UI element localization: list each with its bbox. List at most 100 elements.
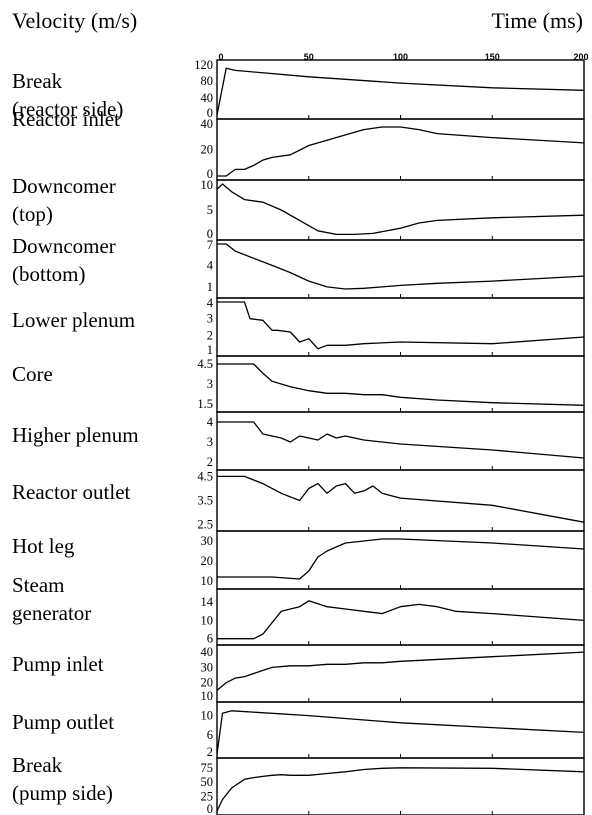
panel-label: (top) xyxy=(12,202,53,226)
panel: Lower plenum 4 3 21 xyxy=(12,296,585,357)
y-tick-label: 3 xyxy=(207,312,213,326)
panel-frame xyxy=(216,530,585,590)
panel-label: Downcomer xyxy=(12,174,116,198)
panel-label: generator xyxy=(12,601,91,625)
y-tick-label: 14 xyxy=(201,595,214,609)
y-tick-label: 2.5 xyxy=(197,518,213,532)
y-tick-label: 7 xyxy=(207,238,213,252)
series-line xyxy=(216,651,585,691)
x-tick-label: 0 xyxy=(218,52,223,62)
y-tick-label: 0 xyxy=(207,106,213,120)
y-tick-label: 20 xyxy=(201,554,214,568)
panel-label: Higher plenum xyxy=(12,423,139,447)
y-tick-label: 50 xyxy=(201,775,214,789)
y-tick-label: 0 xyxy=(207,802,213,815)
panel-label: (bottom) xyxy=(12,262,86,286)
y-tick-label: 3.5 xyxy=(197,494,213,508)
y-tick-label: 2 xyxy=(207,328,213,342)
y-tick-label: 30 xyxy=(201,660,214,674)
panel-frame xyxy=(216,644,585,703)
y-tick-label: 0 xyxy=(207,167,213,181)
panel-label: Core xyxy=(12,362,53,386)
panel-label: Reactor inlet xyxy=(12,107,120,131)
x-axis-header: Time (ms) xyxy=(492,8,583,33)
panel: Core 4.5 3 1.5 xyxy=(12,355,585,413)
y-tick-label: 4 xyxy=(207,415,214,429)
panel: Downcomer (top) 10 5 0 xyxy=(12,174,585,241)
panel-label: Lower plenum xyxy=(12,308,135,332)
x-tick-label: 50 xyxy=(304,52,314,62)
series-line xyxy=(216,710,585,755)
series-line xyxy=(217,421,585,459)
y-tick-label: 4 xyxy=(207,258,214,272)
y-tick-label: 1 xyxy=(207,280,213,294)
panel-label: Steam xyxy=(12,573,65,597)
panel: Hot leg 30 20 10 xyxy=(12,530,585,590)
panel: Reactor inlet 40 20 0 xyxy=(12,107,585,181)
y-tick-label: 40 xyxy=(201,117,214,131)
panel-frame xyxy=(216,118,585,181)
series-line xyxy=(217,363,585,406)
panel-label: Break xyxy=(12,753,63,777)
panel-label: Downcomer xyxy=(12,234,116,258)
series-line xyxy=(216,183,585,236)
panel: Downcomer (bottom) 7 4 1 xyxy=(12,234,585,299)
y-tick-label: 3 xyxy=(207,435,213,449)
y-tick-label: 1.5 xyxy=(197,397,213,411)
y-tick-label: 120 xyxy=(194,58,213,72)
panel-frame xyxy=(216,297,585,357)
y-tick-label: 10 xyxy=(201,689,214,703)
panel: Break (reactor side) 120 80 400 xyxy=(12,58,585,121)
x-tick-label: 150 xyxy=(485,52,500,62)
series-line xyxy=(216,67,585,116)
series-line xyxy=(216,767,585,812)
y-tick-label: 4.5 xyxy=(197,469,213,483)
y-tick-label: 75 xyxy=(201,761,214,775)
y-tick-label: 5 xyxy=(207,203,213,217)
x-tick-label: 100 xyxy=(393,52,408,62)
panel-frame xyxy=(216,59,585,120)
x-tick-label: 200 xyxy=(573,52,588,62)
y-tick-label: 4 xyxy=(207,296,214,310)
panel-frame xyxy=(216,469,585,532)
series-line xyxy=(217,301,585,350)
y-tick-label: 3 xyxy=(207,377,213,391)
y-tick-label: 6 xyxy=(207,728,213,742)
y-tick-label: 4.5 xyxy=(197,357,213,371)
y-tick-label: 20 xyxy=(201,143,214,157)
panel: Higher plenum 4 3 2 xyxy=(12,411,585,471)
panel-frame xyxy=(216,757,585,815)
series-line xyxy=(217,475,585,523)
y-tick-label: 10 xyxy=(201,574,214,588)
panel-label: Break xyxy=(12,69,63,93)
y-tick-label: 2 xyxy=(207,455,213,469)
y-tick-label: 6 xyxy=(207,632,213,646)
series-line xyxy=(217,538,585,580)
panel-label: Pump outlet xyxy=(12,710,114,734)
y-tick-label: 80 xyxy=(201,74,214,88)
panel-label: Reactor outlet xyxy=(12,480,131,504)
panel-label: Pump inlet xyxy=(12,652,104,676)
panel-label: Hot leg xyxy=(12,534,75,558)
panel: Steam generator 14 10 6 xyxy=(12,573,585,646)
series-line xyxy=(217,600,585,640)
panel-label: (reactor side) xyxy=(12,97,123,121)
panel-frame xyxy=(216,588,585,646)
y-tick-label: 20 xyxy=(201,676,214,690)
y-tick-label: 10 xyxy=(201,709,214,723)
y-tick-label: 0 xyxy=(207,227,213,241)
y-axis-header: Velocity (m/s) xyxy=(12,8,137,33)
y-tick-label: 10 xyxy=(201,613,214,627)
y-tick-label: 25 xyxy=(201,790,214,804)
panel: Reactor outlet 4.5 3.5 2.5 xyxy=(12,469,585,532)
y-tick-label: 10 xyxy=(201,178,214,192)
panel-frame xyxy=(216,179,585,241)
y-tick-label: 40 xyxy=(201,645,214,659)
y-tick-label: 30 xyxy=(201,534,214,548)
y-tick-label: 2 xyxy=(207,745,213,759)
series-line xyxy=(217,126,585,177)
y-tick-label: 40 xyxy=(201,91,214,105)
